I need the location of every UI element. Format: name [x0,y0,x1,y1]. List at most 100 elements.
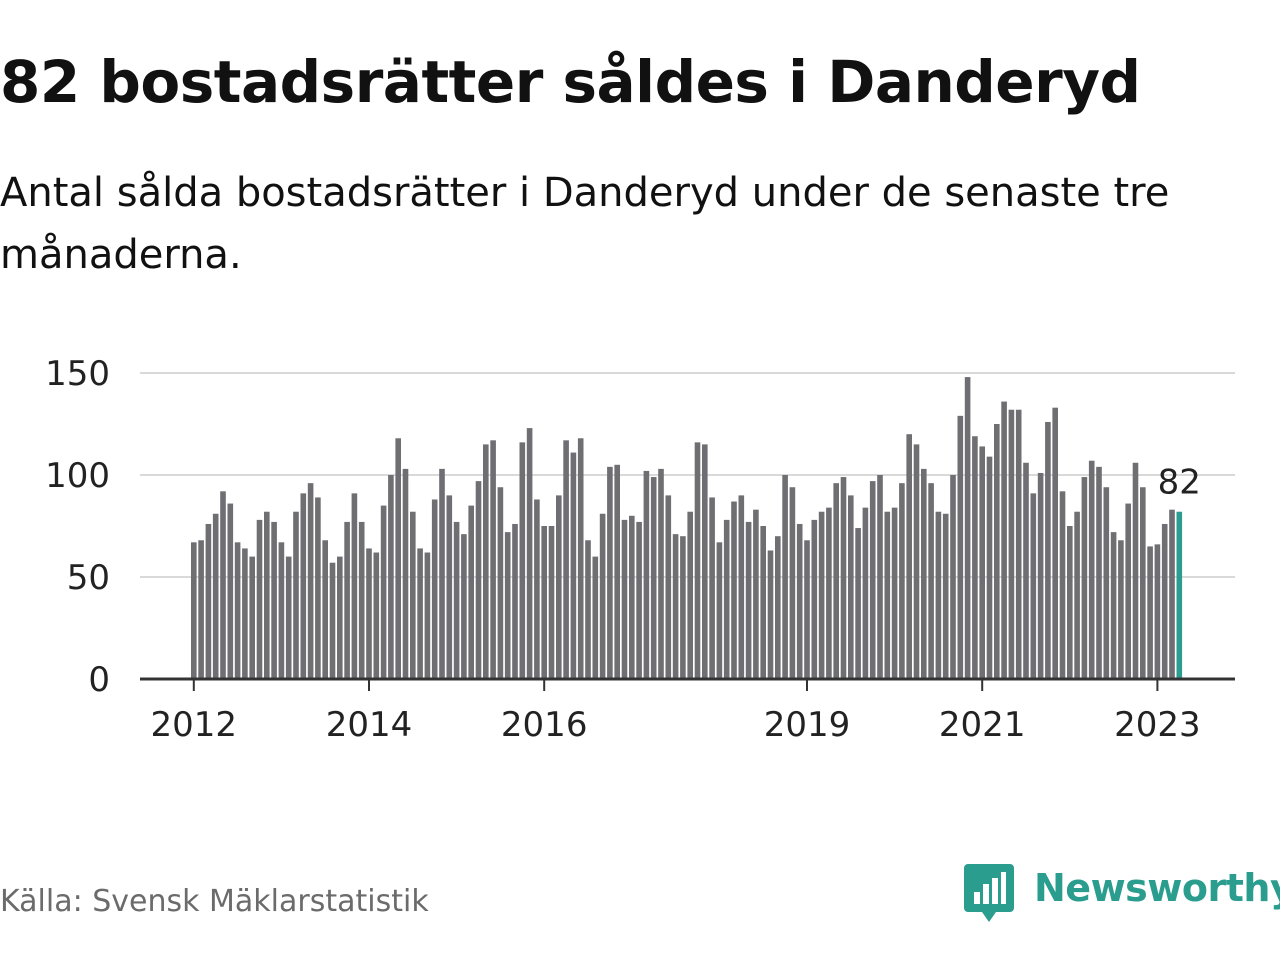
bar [899,483,905,679]
bar [388,475,394,679]
bar [607,466,613,679]
bar [1045,421,1051,679]
bar [548,526,555,679]
x-tick-label: 2023 [1114,705,1201,745]
x-tick-label: 2014 [326,705,413,745]
x-tick-label: 2016 [501,705,588,745]
bar [840,477,847,679]
bar [694,442,701,679]
y-tick-label: 0 [88,660,110,700]
newsworthy-logo-icon [964,864,1014,922]
bar [709,497,715,679]
chart-title: 82 bostadsrätter såldes i Danderyd [0,48,1141,116]
bar [307,483,314,679]
bar [1074,511,1080,679]
bar [913,444,920,679]
bar [957,415,964,679]
bar [519,442,526,679]
bar [935,511,942,679]
bar [512,523,518,679]
bar [490,440,496,679]
bar [592,556,599,679]
bar [344,521,350,679]
bar [745,521,752,679]
bar [862,507,869,679]
bar [351,493,358,679]
bar [278,542,285,679]
bar [869,481,876,679]
bar [322,540,328,679]
bar [1023,462,1029,679]
bar [446,495,453,679]
bar [424,552,431,679]
bar [1008,409,1015,679]
bar [205,523,212,679]
bar [818,511,825,679]
bar [782,475,788,679]
bar [1154,544,1161,679]
bar [702,444,708,679]
bar [789,487,796,679]
bar [212,513,219,679]
bar [534,499,540,679]
bar [833,483,839,679]
bar [811,519,818,679]
bar [804,540,810,679]
bar [826,507,832,679]
bar [1030,493,1037,679]
bar [563,440,569,679]
bar [621,519,628,679]
bar [979,446,985,679]
bar [599,513,606,679]
bar [753,509,759,679]
bar [1110,532,1117,679]
bar [395,438,401,679]
bar [636,521,642,679]
bar [994,424,1000,679]
bar [431,499,438,679]
bar [1147,546,1153,679]
bar [891,507,898,679]
y-tick-label: 150 [45,354,110,394]
bar [1132,462,1139,679]
bar [672,534,679,679]
bar [1015,409,1022,679]
bar [483,444,489,679]
bar [1088,460,1095,679]
bar [271,521,277,679]
bar [417,548,423,679]
bar [556,495,562,679]
bar [300,493,307,679]
bar [191,542,197,679]
bar [1103,487,1110,679]
bar [497,487,504,679]
bar [1169,509,1175,679]
x-tick-label: 2019 [764,705,851,745]
bar [680,536,686,679]
highlight-value-label: 82 [1158,463,1201,503]
bar [264,511,270,679]
bar [1125,503,1131,679]
bar [716,542,723,679]
bar [256,519,263,679]
x-tick-label: 2021 [939,705,1026,745]
bar [877,475,883,679]
bar [315,497,321,679]
bar [760,526,766,679]
bar [650,477,657,679]
brand[interactable]: Newsworthy [964,864,1280,926]
bar [848,495,854,679]
bar [380,505,387,679]
bar [293,511,299,679]
bar [337,556,343,679]
bar [884,511,891,679]
bar [738,495,745,679]
bar [220,491,226,679]
bar [928,483,934,679]
bar [1067,526,1073,679]
bar [643,470,650,679]
bar [1096,466,1102,679]
bar [942,513,949,679]
y-tick-label: 100 [45,456,110,496]
bar [1001,401,1007,679]
